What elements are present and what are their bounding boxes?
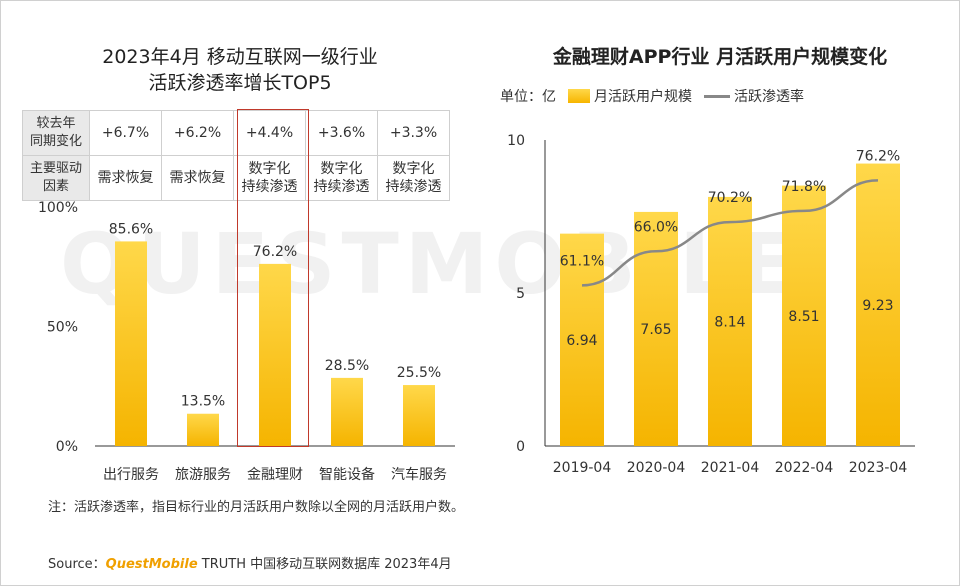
- table-row-driver: 主要驱动 因素 需求恢复 需求恢复 数字化 持续渗透 数字化 持续渗透 数字化 持续渗…: [22, 155, 450, 201]
- data-label: 8.14: [714, 314, 745, 330]
- line-legend-label: 活跃渗透率: [734, 89, 804, 105]
- x-tick-label: 金融理财: [247, 467, 303, 483]
- bar: [856, 163, 900, 446]
- driver-factor-table: 较去年 同期变化 +6.7% +6.2% +4.4% +3.6% +3.3% 主…: [22, 110, 450, 201]
- data-label: 76.2%: [253, 244, 297, 260]
- footnote: 注：活跃渗透率，指目标行业的月活跃用户数除以全网的月活跃用户数。: [48, 500, 465, 515]
- y-tick-label: 5: [516, 286, 525, 302]
- data-label: 9.23: [862, 298, 893, 314]
- right-bar-line-chart: 0 5 10 6.94 2019-04 7.65 2020-04 8.14 2021-04 8.5…: [507, 133, 915, 476]
- table-cell: +4.4%: [233, 110, 306, 156]
- bar-legend-label: 月活跃用户规模: [594, 89, 692, 105]
- y-tick-label: 50%: [47, 320, 78, 336]
- bar: [187, 413, 219, 446]
- table-cell: +3.3%: [377, 110, 450, 156]
- table-cell: 需求恢复: [161, 155, 234, 201]
- line-data-label: 66.0%: [634, 219, 678, 235]
- source-prefix: Source：: [48, 557, 106, 572]
- data-label: 25.5%: [397, 365, 441, 381]
- bar: [403, 385, 435, 446]
- x-tick-label: 2019-04: [553, 460, 612, 476]
- x-tick-label: 出行服务: [103, 467, 159, 483]
- x-tick-label: 旅游服务: [175, 467, 231, 483]
- data-label: 7.65: [640, 322, 671, 338]
- x-tick-label: 2020-04: [627, 460, 686, 476]
- table-cell: +6.7%: [89, 110, 162, 156]
- bar: [708, 196, 752, 446]
- source-brand: QuestMobile: [105, 557, 198, 572]
- table-cell: 数字化 持续渗透: [377, 155, 450, 201]
- highlight-box: [237, 109, 309, 447]
- x-tick-label: 汽车服务: [391, 466, 447, 483]
- table-header-change: 较去年 同期变化: [22, 110, 90, 156]
- data-label: 85.6%: [109, 221, 153, 237]
- bar: [331, 377, 363, 446]
- x-tick-label: 2023-04: [849, 460, 908, 476]
- x-tick-label: 2021-04: [701, 460, 760, 476]
- y-tick-label: 0: [516, 439, 525, 455]
- line-data-label: 71.8%: [782, 179, 826, 195]
- left-chart-title: 2023年4月 移动互联网一级行业 活跃渗透率增长TOP5: [40, 44, 440, 96]
- table-cell: 需求恢复: [89, 155, 162, 201]
- left-title-line1: 2023年4月 移动互联网一级行业: [102, 46, 378, 68]
- source-line: Source：QuestMobile TRUTH 中国移动互联网数据库 2023…: [48, 553, 452, 572]
- right-chart-title: 金融理财APP行业 月活跃用户规模变化: [552, 46, 888, 68]
- y-tick-label: 10: [507, 133, 525, 149]
- data-label: 13.5%: [181, 394, 225, 410]
- bar: [259, 263, 291, 446]
- data-label: 28.5%: [325, 358, 369, 374]
- table-cell: 数字化 持续渗透: [305, 155, 378, 201]
- bar: [782, 185, 826, 446]
- left-bar-chart: 0% 50% 100% 85.6% 出行服务 13.5% 旅游服务 76.2% 金融理财 28.5…: [38, 200, 455, 483]
- right-chart-legend: 单位：亿 月活跃用户规模 活跃渗透率: [500, 86, 804, 106]
- bar-legend-swatch: [568, 89, 590, 103]
- source-rest: TRUTH 中国移动互联网数据库 2023年4月: [197, 557, 452, 572]
- line-legend-swatch: [704, 94, 730, 98]
- table-cell: 数字化 持续渗透: [233, 155, 306, 201]
- bar: [115, 241, 147, 446]
- unit-label: 单位：亿: [500, 89, 556, 105]
- y-tick-label: 0%: [56, 439, 78, 455]
- bar: [560, 233, 604, 446]
- x-tick-label: 智能设备: [319, 466, 375, 483]
- penetration-line: [581, 179, 879, 287]
- x-tick-label: 2022-04: [775, 460, 834, 476]
- data-label: 8.51: [788, 309, 819, 325]
- line-data-label: 61.1%: [560, 253, 604, 269]
- y-tick-label: 100%: [38, 200, 78, 216]
- table-row-change: 较去年 同期变化 +6.7% +6.2% +4.4% +3.6% +3.3%: [22, 110, 450, 156]
- left-title-line2: 活跃渗透率增长TOP5: [148, 72, 332, 94]
- line-data-label: 70.2%: [708, 190, 752, 206]
- data-label: 6.94: [566, 333, 597, 349]
- table-header-driver: 主要驱动 因素: [22, 155, 90, 201]
- table-cell: +6.2%: [161, 110, 234, 156]
- line-data-label: 76.2%: [856, 148, 900, 164]
